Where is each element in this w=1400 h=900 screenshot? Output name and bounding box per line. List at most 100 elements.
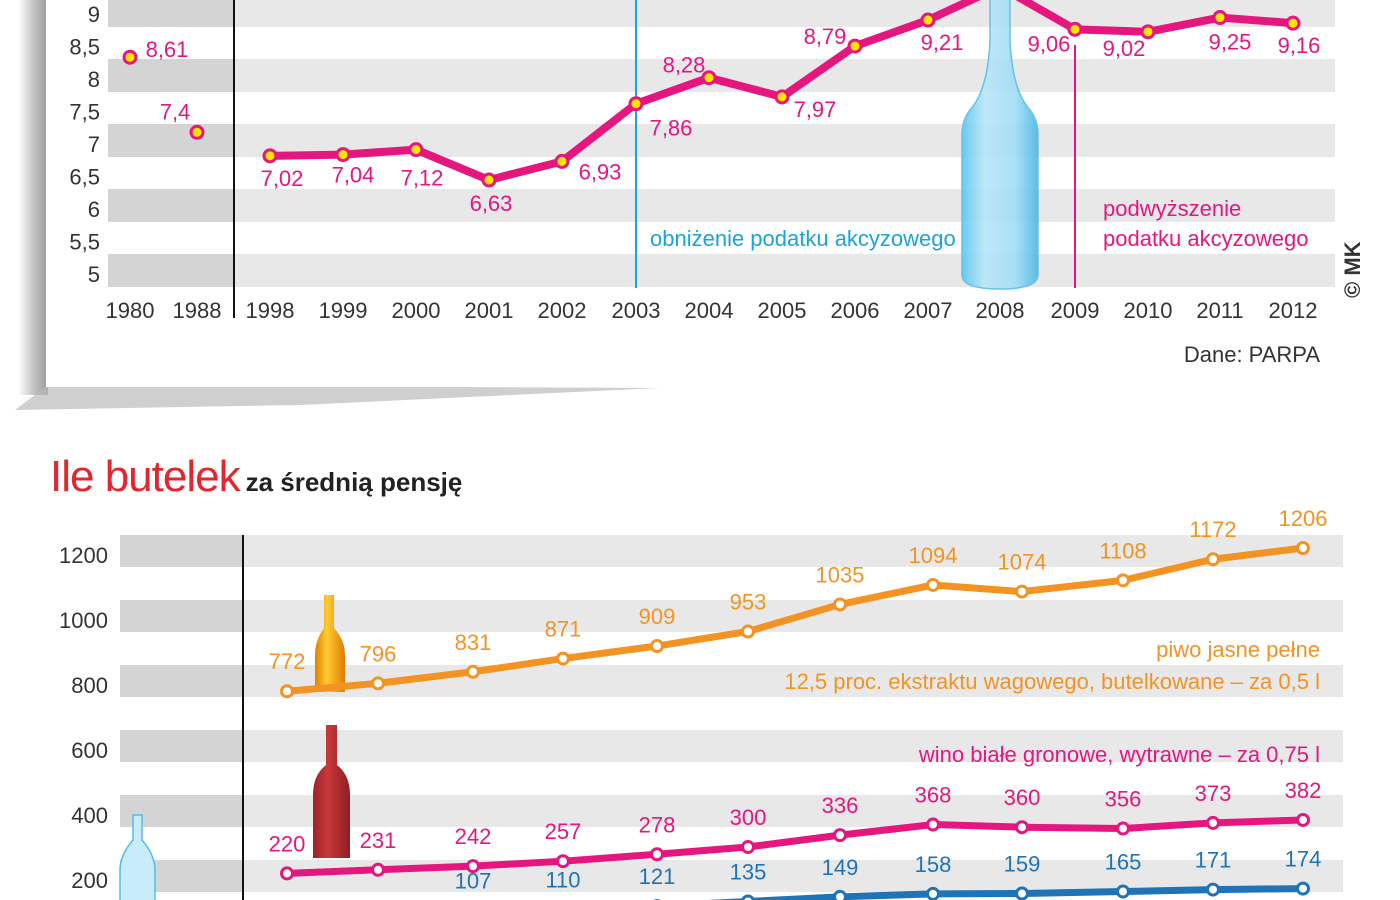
data-label: 772 — [269, 649, 306, 674]
x-tick-label: 2002 — [538, 298, 587, 323]
x-tick-label: 2010 — [1124, 298, 1173, 323]
credit-text: © MK — [1340, 241, 1365, 298]
data-point — [1296, 881, 1310, 896]
data-label: 368 — [915, 783, 952, 808]
data-label: 1094 — [909, 543, 958, 568]
band-left — [108, 189, 234, 222]
data-label: 7,12 — [401, 166, 444, 191]
data-label: 7,02 — [261, 166, 304, 191]
data-label: 6,93 — [579, 159, 622, 184]
data-point — [481, 172, 497, 188]
y-tick-label: 1000 — [59, 608, 108, 633]
data-point — [335, 147, 351, 163]
data-point — [122, 49, 138, 65]
data-label: 9,02 — [1103, 36, 1146, 61]
data-point — [466, 859, 480, 874]
data-point — [1116, 821, 1130, 836]
data-point — [1296, 541, 1310, 556]
data-point — [920, 12, 936, 28]
y-tick-label: 5,5 — [69, 230, 100, 255]
data-point — [1206, 552, 1220, 567]
data-point — [408, 142, 424, 158]
data-label: 6,63 — [470, 191, 513, 216]
data-point — [554, 153, 570, 169]
y-tick-label: 400 — [71, 803, 108, 828]
bottom-chart: 200 400 600 800 1000 1200 772 796 831 871 909 953 10… — [59, 506, 1343, 900]
data-label: 9,25 — [1209, 30, 1252, 55]
data-label: 796 — [360, 641, 397, 666]
wine-bottle-icon — [313, 725, 350, 858]
vodka-bottle-icon — [119, 814, 156, 900]
data-point — [1285, 15, 1301, 31]
x-tick-label: 1988 — [173, 298, 222, 323]
data-point — [1015, 820, 1029, 835]
series-line — [286, 544, 1304, 695]
data-label: 8,61 — [146, 37, 189, 62]
y-tick-label: 7,5 — [69, 100, 100, 125]
band — [234, 254, 1335, 287]
data-label: 8,79 — [804, 24, 847, 49]
data-label: 110 — [545, 868, 580, 893]
top-chart: 5 5,5 6 6,5 7 7,5 8 8,5 9 1980 1988 1998 1999 2000 200… — [69, 0, 1365, 367]
band — [243, 795, 1343, 827]
x-tick-label: 1999 — [319, 298, 368, 323]
data-point — [833, 597, 847, 612]
data-label: 1074 — [998, 550, 1047, 575]
y-tick-label: 600 — [71, 738, 108, 763]
annotation-text: podatku akcyzowego — [1103, 226, 1308, 251]
data-point — [1140, 24, 1156, 40]
vodka-bottle-icon — [961, 0, 1039, 290]
y-tick-label: 200 — [71, 868, 108, 893]
data-label: 360 — [1004, 785, 1041, 810]
data-label: 1108 — [1099, 538, 1146, 563]
data-label: 278 — [639, 812, 676, 837]
data-label: 9,16 — [1278, 33, 1321, 58]
data-label: 107 — [455, 869, 492, 894]
data-point — [1015, 584, 1029, 599]
data-point — [280, 684, 294, 699]
data-point — [1206, 882, 1220, 897]
data-point — [556, 854, 570, 869]
title: Ile butelek — [50, 452, 241, 501]
x-tick-label: 2000 — [392, 298, 441, 323]
y-tick-label: 1200 — [59, 543, 108, 568]
band-left — [120, 665, 243, 697]
band-left — [120, 535, 243, 567]
data-label: 831 — [455, 630, 492, 655]
data-label: 1172 — [1189, 517, 1236, 542]
data-point — [926, 886, 940, 900]
band — [243, 730, 1343, 762]
band-left — [108, 124, 234, 157]
series-line — [286, 816, 1304, 877]
data-label: 909 — [639, 604, 676, 629]
x-tick-label: 2007 — [904, 298, 953, 323]
data-label: 174 — [1285, 847, 1322, 872]
data-label: 382 — [1285, 778, 1322, 803]
data-point — [833, 889, 847, 900]
band-left — [120, 600, 243, 632]
data-label: 7,4 — [160, 99, 191, 124]
data-point — [1296, 812, 1310, 827]
y-tick-label: 6 — [88, 197, 100, 222]
data-label: 171 — [1195, 848, 1232, 873]
data-label: 159 — [1004, 852, 1041, 877]
series-legend-label: wino białe gronowe, wytrawne – za 0,75 l — [918, 742, 1320, 767]
data-label: 165 — [1105, 850, 1142, 875]
data-point — [262, 148, 278, 164]
panel-shadow — [18, 0, 48, 395]
data-point — [847, 38, 863, 54]
band — [234, 189, 1335, 222]
x-tick-label: 1980 — [106, 298, 155, 323]
x-tick-label: 2005 — [758, 298, 807, 323]
band-left — [120, 730, 243, 762]
data-label: 871 — [545, 617, 582, 642]
data-point — [833, 828, 847, 843]
x-tick-label: 2008 — [976, 298, 1025, 323]
data-point — [280, 866, 294, 881]
y-tick-label: 7 — [88, 132, 100, 157]
annotation-text: obniżenie podatku akcyzowego — [650, 226, 956, 251]
data-label: 300 — [730, 805, 767, 830]
y-tick-label: 6,5 — [69, 165, 100, 190]
data-point — [774, 89, 790, 105]
